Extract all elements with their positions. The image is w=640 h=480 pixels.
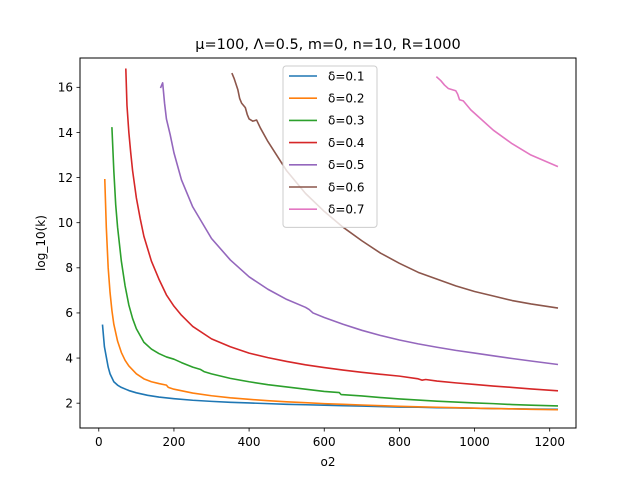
y-tick-label: 2 <box>65 396 73 410</box>
y-tick-label: 14 <box>58 126 73 140</box>
y-tick-label: 4 <box>65 351 73 365</box>
x-tick-label: 1000 <box>459 435 490 449</box>
chart-title: μ=100, Λ=0.5, m=0, n=10, R=1000 <box>195 37 460 53</box>
y-axis-ticks: 2 4 6 8 10 12 14 16 <box>58 81 80 410</box>
x-tick-label: 800 <box>388 435 411 449</box>
legend-label-7: δ=0.7 <box>328 203 364 217</box>
x-tick-label: 1200 <box>534 435 565 449</box>
x-axis-ticks: 0 200 400 600 800 1000 1200 <box>95 428 565 449</box>
series-line-5 <box>159 82 559 366</box>
y-tick-label: 16 <box>58 81 73 95</box>
legend-label-5: δ=0.5 <box>328 158 364 172</box>
series-line-4 <box>125 68 559 392</box>
x-axis-label: o2 <box>321 455 336 469</box>
y-tick-label: 8 <box>65 261 73 275</box>
legend-label-6: δ=0.6 <box>328 180 364 194</box>
legend-label-4: δ=0.4 <box>328 136 364 150</box>
legend-label-2: δ=0.2 <box>328 92 364 106</box>
x-tick-label: 600 <box>313 435 336 449</box>
x-tick-label: 0 <box>95 435 103 449</box>
axes-frame <box>79 57 577 429</box>
x-tick-label: 400 <box>238 435 261 449</box>
legend: δ=0.1 δ=0.2 δ=0.3 δ=0.4 δ=0.5 δ=0.6 δ=0.7 <box>282 65 378 228</box>
x-tick-label: 200 <box>162 435 185 449</box>
legend-label-3: δ=0.3 <box>328 114 364 128</box>
series-line-3 <box>111 127 559 407</box>
y-tick-label: 12 <box>58 171 73 185</box>
legend-label-1: δ=0.1 <box>328 69 364 83</box>
y-tick-label: 6 <box>65 306 73 320</box>
y-axis-label: log_10(k) <box>34 215 48 271</box>
y-tick-label: 10 <box>58 216 73 230</box>
series-line-2 <box>103 179 559 411</box>
series-line-7 <box>435 76 559 168</box>
